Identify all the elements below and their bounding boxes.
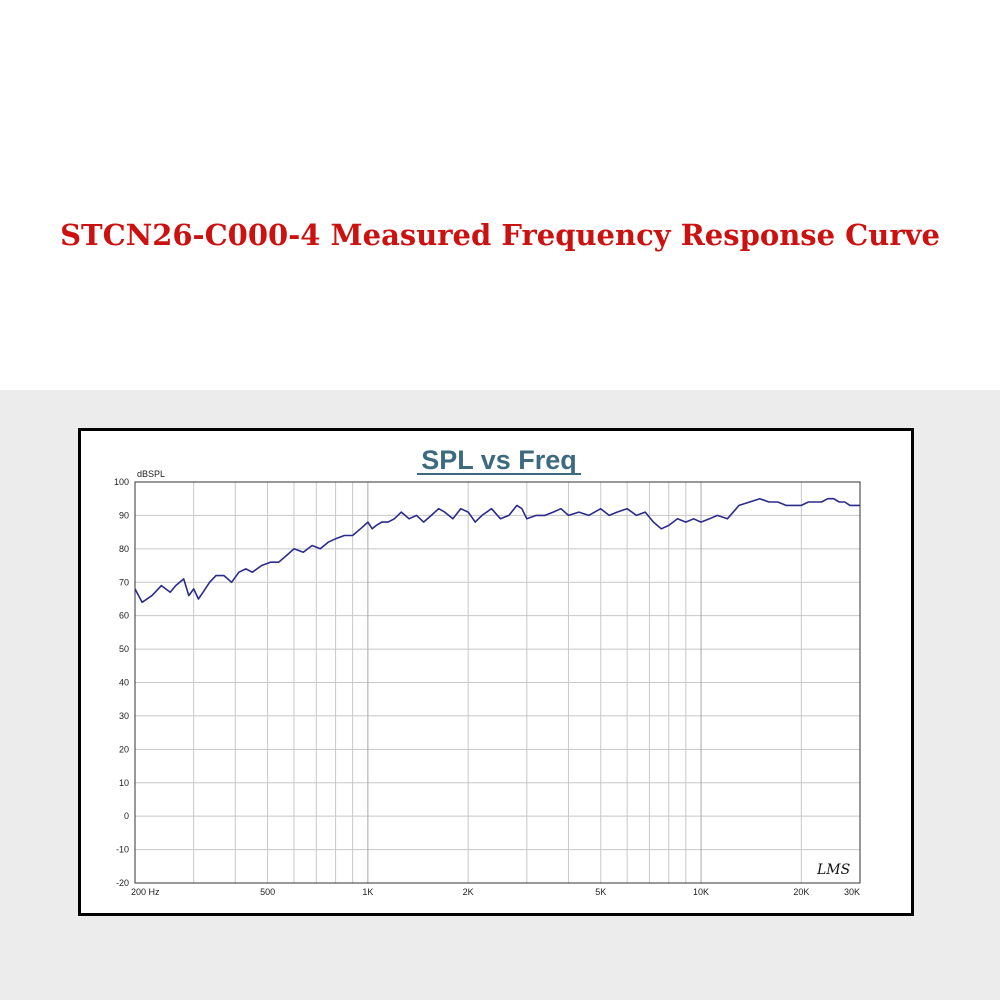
y-tick-label: 30 xyxy=(119,711,129,721)
x-tick-label: 5K xyxy=(595,887,606,897)
y-tick-label: 50 xyxy=(119,644,129,654)
grid xyxy=(135,481,860,884)
y-tick-label: 20 xyxy=(119,744,129,754)
x-tick-label: 20K xyxy=(793,887,809,897)
y-tick-label: -10 xyxy=(116,845,129,855)
y-tick-label: 40 xyxy=(119,678,129,688)
x-tick-label: 200 Hz xyxy=(131,887,160,897)
series xyxy=(134,497,860,604)
y-tick-label: 80 xyxy=(119,544,129,554)
spl-chart: SPL vs Freq 1009080706050403020100-10-20… xyxy=(114,445,861,897)
page-title: STCN26-C000-4 Measured Frequency Respons… xyxy=(60,218,940,252)
y-tick-label: 100 xyxy=(114,477,129,487)
x-tick-label: 10K xyxy=(693,887,709,897)
x-tick-label: 2K xyxy=(463,887,474,897)
y-axis-label: dBSPL xyxy=(137,469,165,479)
y-tick-label: 60 xyxy=(119,611,129,621)
plot-area xyxy=(134,481,861,884)
y-tick-label: 70 xyxy=(119,577,129,587)
lms-logo: LMS xyxy=(816,862,850,878)
x-tick-label: 30K xyxy=(844,887,860,897)
y-tick-label: 10 xyxy=(119,778,129,788)
x-tick-label: 1K xyxy=(362,887,373,897)
y-tick-label: 0 xyxy=(124,811,129,821)
spl-series-line xyxy=(134,497,860,604)
y-tick-label: -20 xyxy=(116,878,129,888)
x-tick-label: 500 xyxy=(260,887,275,897)
chart-title: SPL vs Freq xyxy=(421,445,577,475)
chart-frame: SPL vs Freq 100 90 80 70 60 50 40 30 20 10 0 -10 -20… xyxy=(78,428,914,916)
y-tick-label: 90 xyxy=(119,510,129,520)
